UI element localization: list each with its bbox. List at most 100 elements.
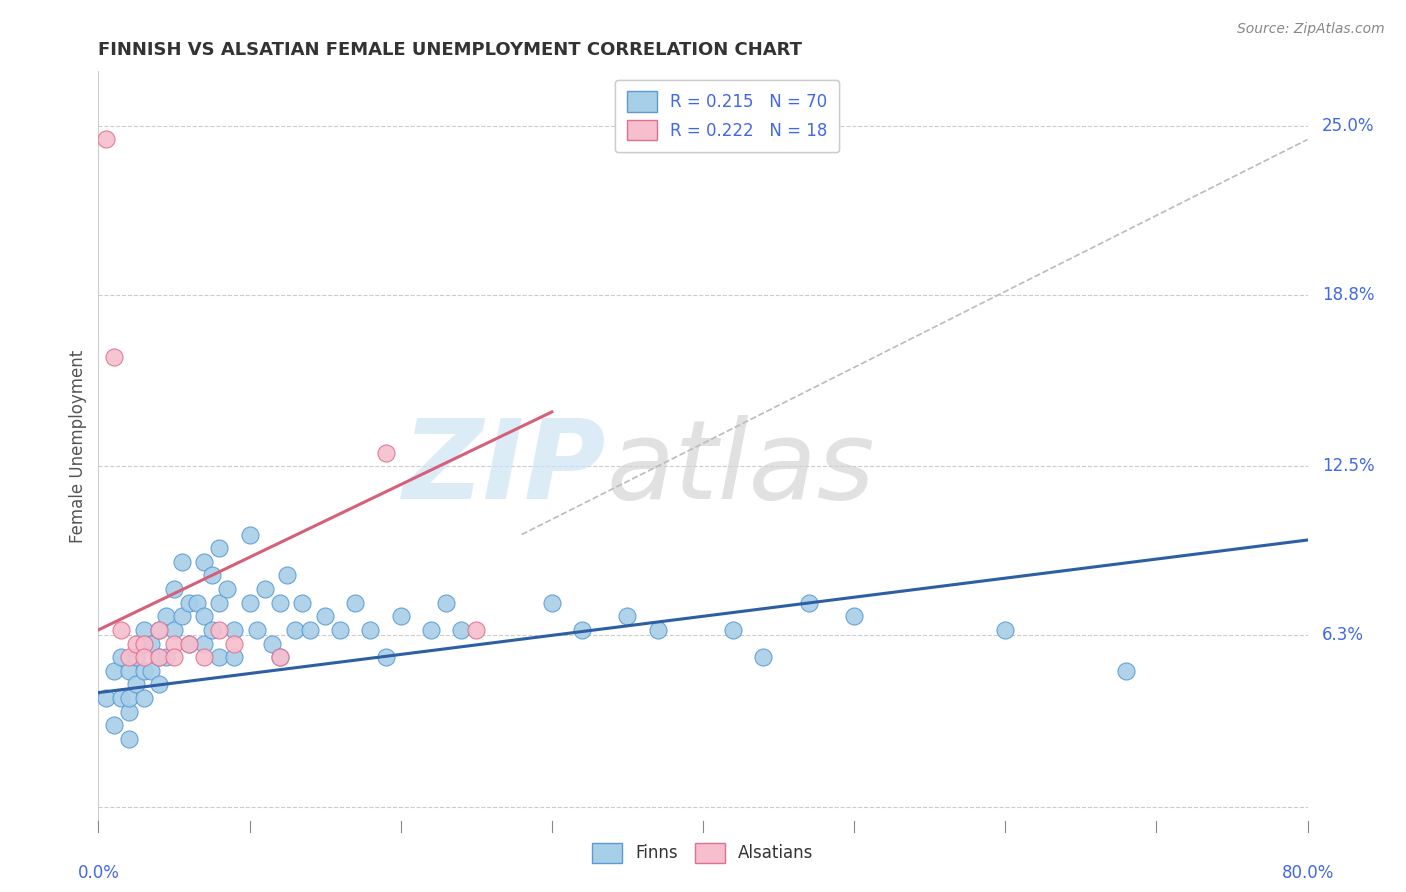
Point bbox=[179, 596, 201, 610]
Point bbox=[132, 650, 155, 665]
Point bbox=[224, 636, 246, 650]
Point bbox=[132, 636, 155, 650]
Text: ZIP: ZIP bbox=[402, 415, 606, 522]
Point bbox=[224, 623, 246, 637]
Point bbox=[163, 636, 186, 650]
Point bbox=[186, 596, 208, 610]
Point bbox=[193, 555, 215, 569]
Point bbox=[208, 650, 231, 665]
Point bbox=[344, 596, 367, 610]
Point bbox=[193, 650, 215, 665]
Point bbox=[797, 596, 820, 610]
Point bbox=[246, 623, 269, 637]
Text: 25.0%: 25.0% bbox=[1322, 117, 1375, 135]
Point bbox=[132, 623, 155, 637]
Point bbox=[752, 650, 775, 665]
Point bbox=[420, 623, 443, 637]
Point bbox=[94, 691, 117, 706]
Point bbox=[269, 650, 291, 665]
Point bbox=[132, 691, 155, 706]
Point bbox=[389, 609, 412, 624]
Point bbox=[118, 731, 141, 746]
Point bbox=[571, 623, 593, 637]
Point bbox=[170, 555, 193, 569]
Point bbox=[540, 596, 562, 610]
Point bbox=[141, 664, 163, 678]
Point bbox=[103, 718, 125, 732]
Legend: R = 0.215   N = 70, R = 0.222   N = 18: R = 0.215 N = 70, R = 0.222 N = 18 bbox=[616, 79, 839, 152]
Point bbox=[253, 582, 276, 596]
Point bbox=[110, 691, 132, 706]
Point bbox=[329, 623, 352, 637]
Point bbox=[193, 636, 215, 650]
Point bbox=[132, 664, 155, 678]
Legend: Finns, Alsatians: Finns, Alsatians bbox=[581, 831, 825, 875]
Point bbox=[314, 609, 336, 624]
Point bbox=[148, 677, 170, 691]
Point bbox=[239, 527, 262, 541]
Point bbox=[193, 609, 215, 624]
Point bbox=[118, 705, 141, 719]
Point bbox=[276, 568, 298, 582]
Point bbox=[118, 691, 141, 706]
Point bbox=[148, 650, 170, 665]
Point bbox=[148, 623, 170, 637]
Y-axis label: Female Unemployment: Female Unemployment bbox=[69, 350, 87, 542]
Point bbox=[434, 596, 457, 610]
Point bbox=[110, 650, 132, 665]
Point bbox=[374, 446, 396, 460]
Point bbox=[269, 596, 291, 610]
Point bbox=[163, 650, 186, 665]
Point bbox=[239, 596, 262, 610]
Point bbox=[465, 623, 488, 637]
Point bbox=[208, 541, 231, 556]
Text: 0.0%: 0.0% bbox=[77, 864, 120, 882]
Point bbox=[360, 623, 382, 637]
Point bbox=[723, 623, 745, 637]
Point bbox=[994, 623, 1017, 637]
Point bbox=[148, 623, 170, 637]
Point bbox=[616, 609, 638, 624]
Point bbox=[179, 636, 201, 650]
Text: Source: ZipAtlas.com: Source: ZipAtlas.com bbox=[1237, 22, 1385, 37]
Text: 80.0%: 80.0% bbox=[1281, 864, 1334, 882]
Text: FINNISH VS ALSATIAN FEMALE UNEMPLOYMENT CORRELATION CHART: FINNISH VS ALSATIAN FEMALE UNEMPLOYMENT … bbox=[98, 41, 803, 59]
Point bbox=[148, 650, 170, 665]
Point bbox=[844, 609, 866, 624]
Point bbox=[103, 351, 125, 365]
Point bbox=[163, 623, 186, 637]
Point bbox=[103, 664, 125, 678]
Point bbox=[269, 650, 291, 665]
Point bbox=[141, 636, 163, 650]
Point bbox=[208, 623, 231, 637]
Point bbox=[155, 650, 177, 665]
Point bbox=[125, 636, 148, 650]
Point bbox=[262, 636, 284, 650]
Point bbox=[1115, 664, 1137, 678]
Point bbox=[125, 677, 148, 691]
Point bbox=[179, 636, 201, 650]
Point bbox=[110, 623, 132, 637]
Point bbox=[118, 664, 141, 678]
Point bbox=[201, 568, 224, 582]
Point bbox=[94, 132, 117, 146]
Point bbox=[291, 596, 314, 610]
Text: 6.3%: 6.3% bbox=[1322, 626, 1364, 644]
Point bbox=[647, 623, 669, 637]
Point bbox=[132, 636, 155, 650]
Point bbox=[155, 609, 177, 624]
Point bbox=[208, 596, 231, 610]
Text: 12.5%: 12.5% bbox=[1322, 458, 1375, 475]
Point bbox=[118, 650, 141, 665]
Point bbox=[201, 623, 224, 637]
Point bbox=[299, 623, 322, 637]
Point bbox=[215, 582, 238, 596]
Point bbox=[374, 650, 396, 665]
Point bbox=[284, 623, 307, 637]
Point bbox=[170, 609, 193, 624]
Point bbox=[125, 650, 148, 665]
Text: 18.8%: 18.8% bbox=[1322, 285, 1375, 304]
Point bbox=[450, 623, 472, 637]
Text: atlas: atlas bbox=[606, 415, 875, 522]
Point bbox=[163, 582, 186, 596]
